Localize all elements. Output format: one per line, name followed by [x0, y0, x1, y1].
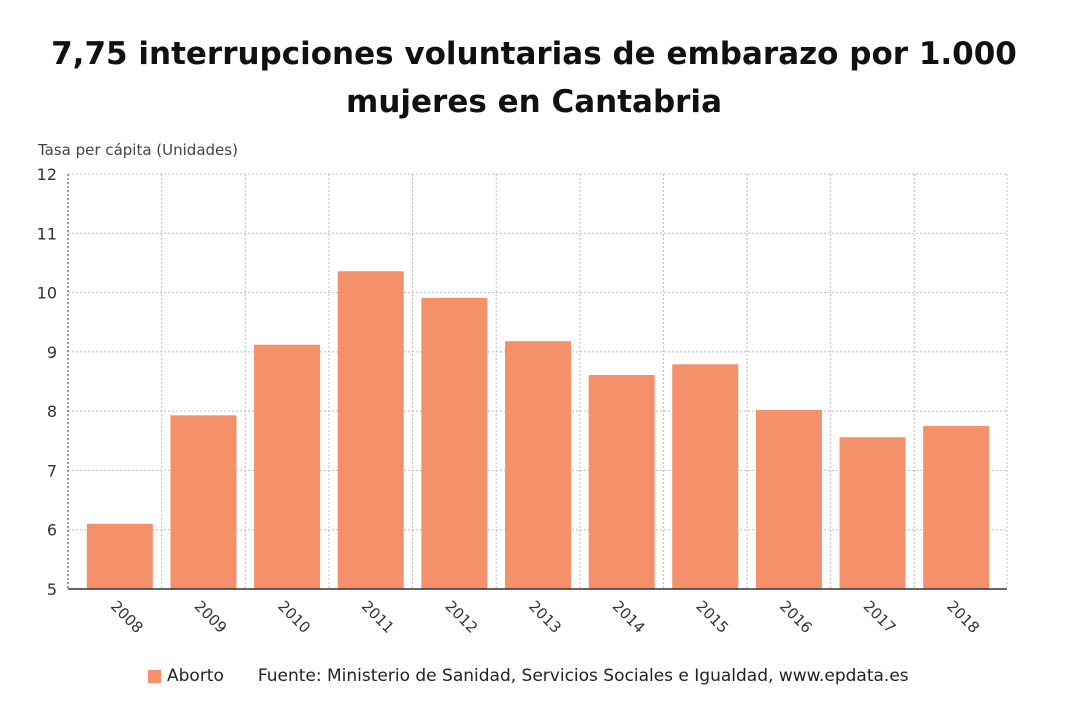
- bar-2008: [86, 523, 153, 589]
- x-tick-label: 2010: [274, 597, 314, 637]
- x-tick-label: 2012: [442, 597, 482, 637]
- bar-2010: [254, 344, 321, 589]
- chart-title: 7,75 interrupciones voluntarias de embar…: [51, 36, 1017, 120]
- y-tick-label: 7: [47, 461, 57, 480]
- y-tick-label: 9: [47, 343, 57, 362]
- y-tick-label: 5: [47, 580, 57, 599]
- bar-2017: [839, 437, 906, 589]
- x-tick-label: 2014: [609, 597, 649, 637]
- x-tick-label: 2008: [107, 597, 147, 637]
- legend-swatch: [148, 669, 161, 683]
- bar-2015: [672, 364, 739, 589]
- x-tick-label: 2016: [776, 597, 816, 637]
- y-tick-label: 12: [37, 165, 57, 184]
- bar-2009: [170, 415, 237, 589]
- bar-2013: [505, 341, 571, 589]
- x-tick-label: 2017: [860, 597, 900, 637]
- y-tick-label: 8: [47, 402, 57, 421]
- legend: Aborto Fuente: Ministerio de Sanidad, Se…: [148, 666, 909, 686]
- bar-2018: [923, 425, 990, 589]
- x-tick-label: 2009: [191, 597, 231, 637]
- y-axis-label: Tasa per cápita (Unidades): [38, 141, 238, 159]
- x-tick-label: 2018: [943, 597, 983, 637]
- y-tick-label: 11: [37, 224, 57, 243]
- y-tick-label: 6: [47, 521, 57, 540]
- source-note: Fuente: Ministerio de Sanidad, Servicios…: [257, 666, 909, 686]
- x-tick-label: 2013: [525, 597, 565, 637]
- y-tick-label: 10: [37, 284, 57, 303]
- bar-2016: [755, 409, 822, 589]
- bar-2014: [588, 374, 655, 589]
- x-tick-label: 2011: [358, 597, 398, 637]
- bar-2011: [337, 271, 404, 589]
- x-tick-label: 2015: [692, 597, 732, 637]
- legend-label: Aborto: [167, 666, 224, 686]
- bar-2012: [421, 297, 488, 589]
